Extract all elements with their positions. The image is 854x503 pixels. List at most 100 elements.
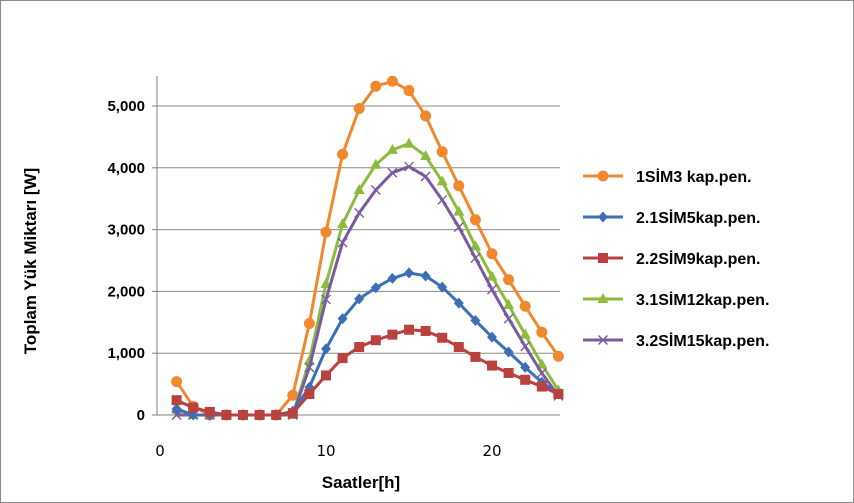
data-point bbox=[387, 167, 398, 178]
series-5 bbox=[171, 161, 564, 420]
data-point bbox=[598, 335, 608, 345]
data-point bbox=[453, 180, 465, 192]
data-point bbox=[171, 410, 182, 420]
legend-label: 3.1SİM12kap.pen. bbox=[636, 291, 769, 309]
x-axis-title: Saatler[h] bbox=[322, 473, 400, 492]
data-point bbox=[354, 293, 365, 305]
legend-item: 1SİM3 kap.pen. bbox=[583, 168, 752, 186]
data-point bbox=[387, 272, 398, 284]
legend-label: 2.1SİM5kap.pen. bbox=[636, 209, 761, 227]
data-point bbox=[404, 267, 414, 279]
data-point bbox=[437, 194, 448, 205]
data-point bbox=[453, 205, 465, 216]
data-point bbox=[469, 240, 481, 251]
legend-label: 2.2SİM9kap.pen. bbox=[636, 250, 761, 268]
data-point bbox=[436, 146, 448, 158]
y-tick-label: 5,000 bbox=[107, 98, 145, 115]
data-point bbox=[420, 110, 432, 122]
data-point bbox=[353, 184, 365, 195]
data-point bbox=[321, 370, 331, 381]
data-point bbox=[337, 218, 349, 229]
data-point bbox=[354, 207, 365, 218]
data-point bbox=[469, 214, 481, 226]
data-point bbox=[321, 294, 331, 305]
data-point bbox=[470, 314, 481, 326]
data-point bbox=[403, 137, 415, 148]
data-point bbox=[353, 102, 365, 114]
data-point bbox=[436, 175, 448, 186]
data-point bbox=[503, 346, 514, 358]
data-point bbox=[520, 341, 531, 352]
legend-item: 2.1SİM5kap.pen. bbox=[583, 209, 761, 227]
legend: 1SİM3 kap.pen. 2.1SİM5kap.pen. 2.2SİM9kap.… bbox=[583, 168, 769, 350]
data-point bbox=[171, 403, 182, 415]
data-point bbox=[287, 408, 298, 419]
y-axis-title: Toplam Yük Miktarı [W] bbox=[21, 168, 40, 354]
x-tick-label: 0 bbox=[155, 442, 165, 460]
data-point bbox=[503, 298, 515, 309]
axes bbox=[152, 76, 560, 416]
data-point bbox=[486, 270, 498, 281]
data-point bbox=[354, 342, 365, 353]
data-point bbox=[303, 318, 315, 330]
data-point bbox=[238, 410, 248, 420]
data-point bbox=[536, 326, 548, 338]
data-point bbox=[404, 324, 414, 335]
data-point bbox=[304, 388, 315, 399]
series-line bbox=[176, 142, 560, 417]
data-point bbox=[486, 248, 498, 260]
data-point bbox=[188, 402, 199, 413]
data-point bbox=[386, 143, 398, 154]
data-point bbox=[487, 284, 497, 295]
x-tick-label: 10 bbox=[316, 442, 335, 460]
data-point bbox=[437, 281, 448, 293]
y-tick-labels: 0 1,000 2,000 3,000 4,000 5,000 bbox=[107, 98, 145, 424]
x-tick-label: 20 bbox=[482, 442, 501, 460]
legend-item: 2.2SİM9kap.pen. bbox=[583, 250, 761, 268]
data-point bbox=[204, 406, 215, 417]
data-point bbox=[520, 374, 531, 385]
data-point bbox=[254, 410, 265, 420]
data-point bbox=[337, 313, 348, 325]
data-point bbox=[221, 410, 232, 420]
data-point bbox=[370, 158, 382, 169]
data-point bbox=[320, 226, 332, 238]
data-point bbox=[271, 410, 282, 420]
data-point bbox=[386, 75, 398, 87]
data-point bbox=[387, 329, 398, 340]
legend-item: 3.1SİM12kap.pen. bbox=[583, 291, 769, 309]
data-point bbox=[503, 367, 514, 378]
data-point bbox=[487, 360, 497, 371]
data-point bbox=[453, 342, 464, 353]
y-tick-label: 0 bbox=[137, 407, 145, 424]
series-layer bbox=[171, 75, 564, 421]
data-point bbox=[337, 353, 348, 364]
data-point bbox=[552, 350, 564, 362]
y-tick-label: 1,000 bbox=[107, 345, 145, 362]
legend-label: 1SİM3 kap.pen. bbox=[636, 168, 752, 186]
data-point bbox=[470, 253, 481, 264]
data-point bbox=[520, 361, 531, 373]
data-point bbox=[171, 395, 182, 406]
y-tick-label: 3,000 bbox=[107, 222, 145, 239]
data-point bbox=[321, 343, 331, 355]
y-tick-label: 4,000 bbox=[107, 160, 145, 177]
series-line bbox=[175, 79, 560, 417]
data-point bbox=[420, 270, 431, 282]
data-point bbox=[597, 293, 609, 303]
y-tick-label: 2,000 bbox=[107, 283, 145, 300]
data-point bbox=[487, 331, 497, 343]
data-point bbox=[370, 282, 381, 294]
data-point bbox=[420, 150, 432, 161]
data-point bbox=[470, 351, 481, 362]
data-point bbox=[304, 362, 315, 373]
data-point bbox=[370, 80, 382, 92]
data-point bbox=[453, 297, 464, 309]
data-point bbox=[337, 148, 349, 160]
data-point bbox=[598, 253, 608, 263]
data-point bbox=[453, 222, 464, 233]
data-point bbox=[519, 300, 531, 312]
data-point bbox=[404, 161, 414, 172]
series-line bbox=[175, 328, 560, 417]
